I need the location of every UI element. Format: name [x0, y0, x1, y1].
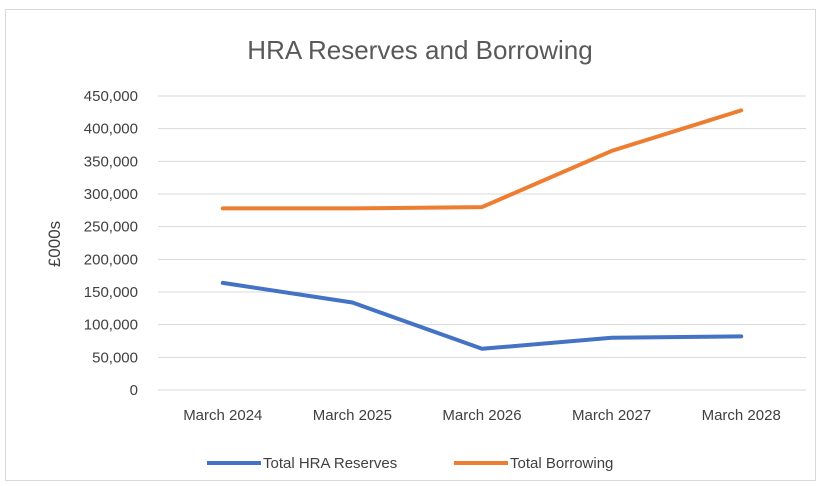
chart-frame	[5, 9, 816, 481]
y-tick-label: 400,000	[84, 121, 138, 138]
x-tick-label: March 2028	[702, 407, 781, 424]
series-lines	[220, 108, 744, 351]
legend: Total HRA Reserves Total Borrowing	[207, 455, 613, 472]
gridlines	[158, 95, 806, 391]
legend-label: Total Borrowing	[510, 455, 613, 472]
y-tick-label: 50,000	[92, 349, 138, 366]
chart-title: HRA Reserves and Borrowing	[247, 35, 592, 65]
legend-label: Total HRA Reserves	[263, 455, 397, 472]
y-tick-label: 350,000	[84, 153, 138, 170]
y-tick-label: 200,000	[84, 251, 138, 268]
y-tick-label: 450,000	[84, 88, 138, 105]
x-tick-label: March 2027	[572, 407, 651, 424]
x-tick-label: March 2025	[313, 407, 392, 424]
x-tick-label: March 2024	[183, 407, 262, 424]
x-axis-ticks: March 2024 March 2025 March 2026 March 2027…	[183, 407, 781, 424]
y-tick-label: 0	[130, 382, 138, 399]
y-tick-label: 150,000	[84, 284, 138, 301]
x-tick-label: March 2026	[442, 407, 521, 424]
y-axis-label: £000s	[45, 221, 64, 267]
series-line-reserves	[220, 280, 744, 351]
y-tick-label: 100,000	[84, 317, 138, 334]
y-axis-ticks: 0 50,000 100,000 150,000 200,000 250,000 300,0…	[84, 88, 138, 399]
y-tick-label: 300,000	[84, 186, 138, 203]
series-line-borrowing	[220, 108, 744, 211]
y-tick-label: 250,000	[84, 219, 138, 236]
